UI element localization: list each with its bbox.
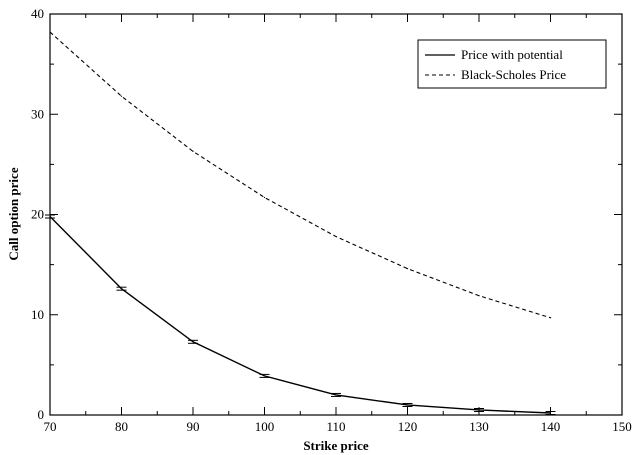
data-point-price-with-potential: [263, 375, 266, 377]
x-tick-label: 100: [255, 419, 275, 434]
data-point-black-scholes-price: [478, 295, 480, 297]
legend-box: [417, 39, 607, 89]
data-point-black-scholes-price: [549, 317, 552, 319]
x-axis-ticks: 70 80 90 100 110 120 130 140 150: [44, 14, 632, 434]
x-tick-label: 110: [326, 419, 345, 434]
data-point-price-with-potential: [406, 404, 409, 406]
x-tick-label: 150: [612, 419, 632, 434]
y-tick-label: 40: [31, 6, 44, 21]
x-axis-label: Strike price: [303, 438, 369, 453]
x-tick-label: 90: [187, 419, 200, 434]
legend-label-black-scholes: Black-Scholes Price: [461, 67, 566, 82]
y-tick-label: 20: [31, 207, 44, 222]
data-point-black-scholes-price: [49, 31, 51, 33]
x-tick-label: 120: [398, 419, 418, 434]
data-point-black-scholes-price: [263, 196, 266, 199]
legend-label-price-with-potential: Price with potential: [461, 47, 563, 62]
data-point-black-scholes-price: [335, 235, 337, 238]
y-tick-label: 30: [31, 106, 44, 121]
data-point-price-with-potential: [49, 215, 51, 218]
x-tick-label: 140: [541, 419, 561, 434]
data-point-black-scholes-price: [120, 95, 123, 97]
y-axis-ticks: 0 10 20 30 40: [31, 6, 622, 422]
x-tick-label: 130: [469, 419, 489, 434]
data-point-price-with-potential: [120, 288, 123, 290]
data-point-black-scholes-price: [192, 150, 194, 152]
x-tick-label: 80: [115, 419, 128, 434]
legend: Price with potential Black-Scholes Price: [417, 39, 607, 89]
y-axis-label: Call option price: [6, 167, 21, 260]
y-tick-label: 0: [38, 407, 45, 422]
data-point-price-with-potential: [478, 409, 480, 411]
data-point-price-with-potential: [335, 394, 337, 396]
data-point-price-with-potential: [192, 341, 194, 343]
series-layer: [45, 31, 556, 415]
x-tick-label: 70: [44, 419, 57, 434]
data-point-price-with-potential: [549, 412, 552, 414]
y-tick-label: 10: [31, 307, 44, 322]
data-point-black-scholes-price: [406, 268, 409, 270]
series-line-price-with-potential: [49, 216, 551, 414]
